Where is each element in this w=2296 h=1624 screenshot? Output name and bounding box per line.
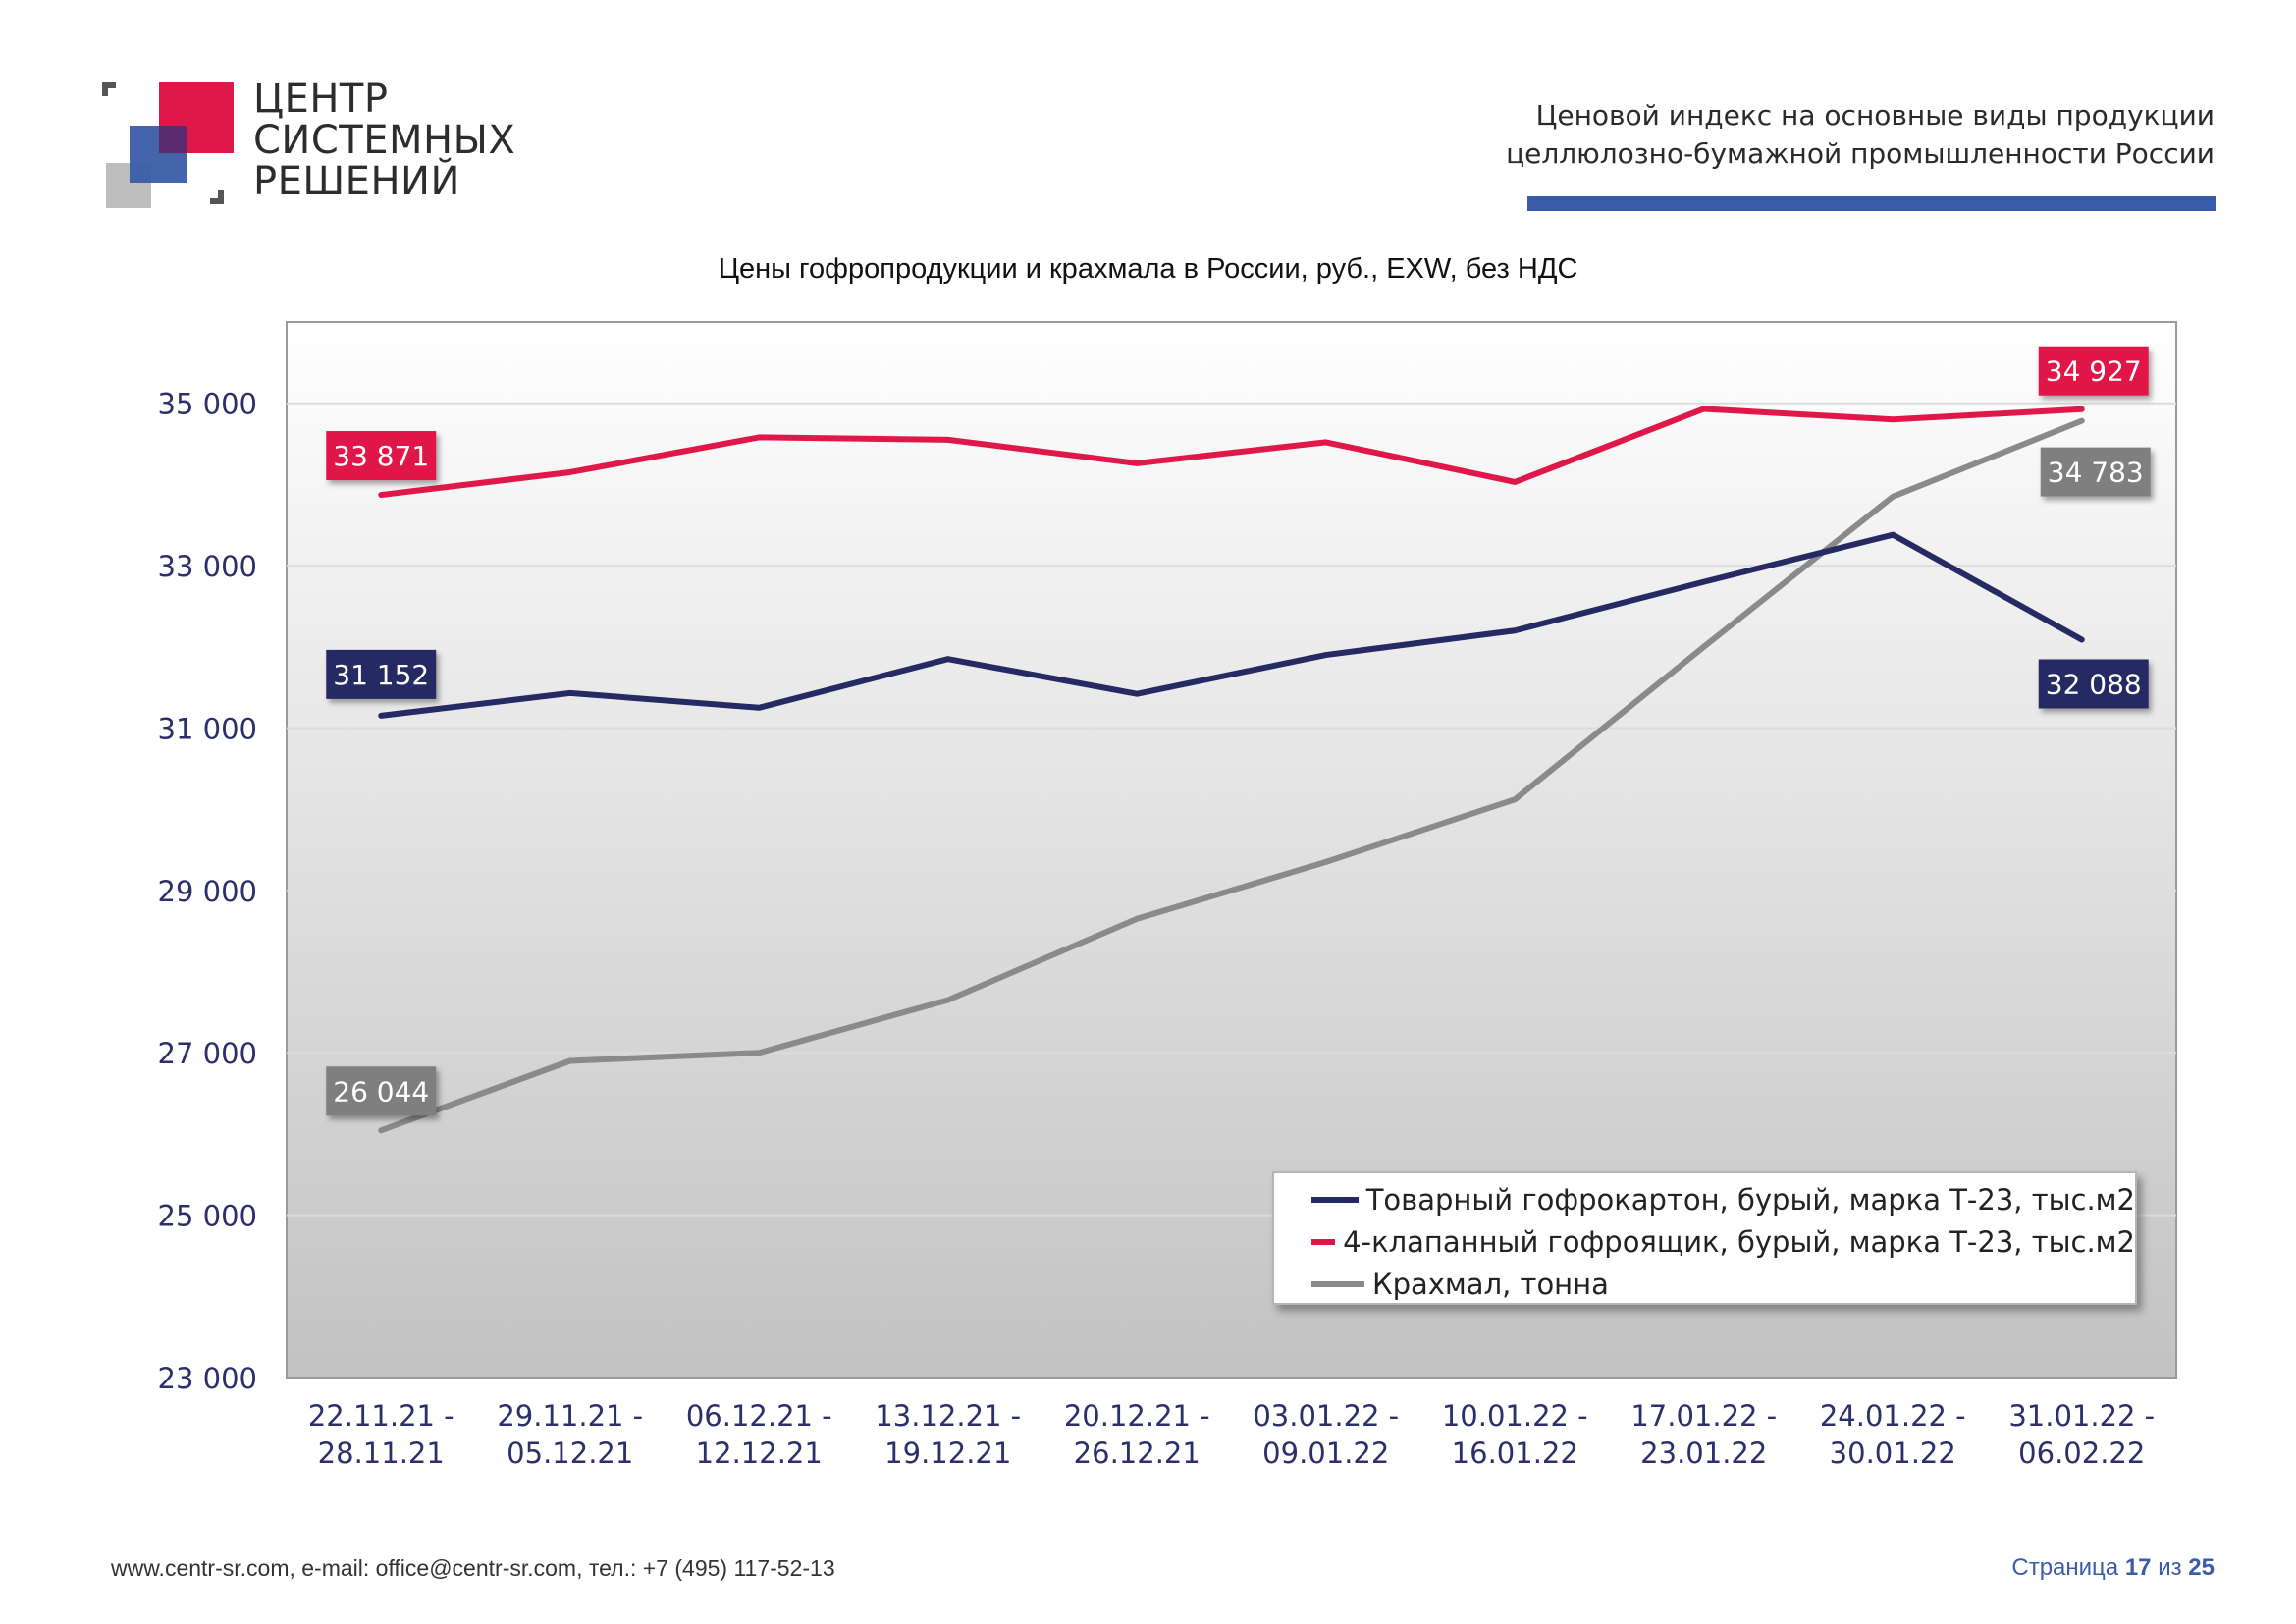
legend-item-starch: Крахмал, тонна [1274,1263,2135,1305]
series-line-corrugated-box [378,406,2085,499]
data-label-text: 31 152 [333,659,429,691]
x-tick-label: 13.12.21 - [875,1399,1021,1433]
y-tick-label: 35 000 [158,388,257,421]
x-tick-label: 29.11.21 - [497,1399,643,1433]
y-tick-label: 25 000 [158,1200,257,1233]
data-labels: 31 152 33 871 26 044 32 088 34 927 34 783 [326,346,2151,1116]
page-prefix: Страница [2011,1554,2119,1581]
logo-line-1: ЦЕНТР [253,77,389,122]
x-tick-label: 06.12.21 - [686,1399,832,1433]
logo-line-3: РЕШЕНИЙ [253,159,460,204]
report-header: Ценовой индекс на основные виды продукци… [1506,96,2215,173]
logo-mark-icon [102,82,234,208]
x-tick-label: 22.11.21 - [308,1399,454,1433]
data-label-text: 34 927 [2046,355,2142,388]
x-tick-label: 17.01.22 - [1630,1399,1777,1433]
y-axis: 23 000 25 000 27 000 29 000 31 000 33 000 35 0… [158,388,257,1395]
data-label-box [326,1066,437,1116]
data-label-box [2040,447,2151,497]
data-label-box [2038,659,2149,709]
x-tick-label: 23.01.22 [1640,1436,1767,1470]
x-tick-label: 28.11.21 [318,1436,445,1470]
data-label-last-corrugated-board: 32 088 [2038,659,2149,709]
x-tick-label: 20.12.21 - [1064,1399,1210,1433]
report-header-line-1: Ценовой индекс на основные виды продукци… [1535,99,2215,132]
x-tick-label: 06.02.22 [2018,1436,2145,1470]
company-logo: ЦЕНТР СИСТЕМНЫХ РЕШЕНИЙ [102,79,515,216]
legend-swatch-red [1311,1238,1336,1245]
header-accent-bar [1527,196,2216,211]
data-label-first-corrugated-board: 31 152 [326,649,437,699]
x-tick-label: 09.01.22 [1262,1436,1389,1470]
y-tick-label: 29 000 [158,875,257,908]
chart-title: Цены гофропродукции и крахмала в России,… [718,253,1578,285]
legend-item-corrugated-board: Товарный гофрокартон, бурый, марка Т-23,… [1274,1178,2135,1220]
page-sep: из [2158,1554,2182,1581]
x-tick-label: 12.12.21 [696,1436,823,1470]
legend-label: Крахмал, тонна [1372,1267,1609,1301]
legend-swatch-navy [1311,1196,1359,1203]
page-current: 17 [2124,1554,2152,1581]
x-tick-label: 16.01.22 [1452,1436,1578,1470]
x-tick-label: 31.01.22 - [2008,1399,2155,1433]
series-line-starch [378,417,2085,1134]
series-line-corrugated-board [378,531,2085,719]
data-label-last-starch: 34 783 [2040,447,2151,497]
x-tick-label: 24.01.22 - [1820,1399,1966,1433]
logo-line-2: СИСТЕМНЫХ [253,118,516,163]
data-label-box [2038,346,2149,396]
data-label-text: 33 871 [333,440,429,472]
report-header-line-2: целлюлозно-бумажной промышленности Росси… [1506,137,2215,170]
y-tick-label: 33 000 [158,550,257,583]
x-tick-label: 10.01.22 - [1442,1399,1588,1433]
x-axis: 22.11.21 -28.11.21 29.11.21 -05.12.21 06.1… [308,1399,2155,1470]
y-tick-label: 27 000 [158,1037,257,1070]
data-label-box [326,649,437,699]
page-indicator: Страница 17 из 25 [2011,1554,2215,1582]
gridlines [287,402,2176,1217]
legend-label: Товарный гофрокартон, бурый, марка Т-23,… [1365,1182,2135,1217]
x-tick-label: 30.01.22 [1830,1436,1956,1470]
data-label-text: 34 783 [2048,457,2144,489]
x-tick-label: 19.12.21 [884,1436,1011,1470]
page-total: 25 [2188,1554,2215,1581]
data-label-first-corrugated-box: 33 871 [326,431,437,481]
x-tick-label: 03.01.22 - [1253,1399,1399,1433]
legend-item-corrugated-box: 4-клапанный гофроящик, бурый, марка Т-23… [1274,1220,2135,1263]
data-label-last-corrugated-box: 34 927 [2038,346,2149,396]
legend-swatch-gray [1311,1280,1364,1287]
chart-legend: Товарный гофрокартон, бурый, марка Т-23,… [1272,1171,2137,1305]
data-label-text: 32 088 [2046,668,2142,700]
data-label-box [326,431,437,481]
legend-label: 4-клапанный гофроящик, бурый, марка Т-23… [1343,1224,2135,1259]
y-tick-label: 31 000 [158,712,257,745]
footer-contacts: www.centr-sr.com, e-mail: office@centr-s… [111,1555,835,1581]
logo-text: ЦЕНТР СИСТЕМНЫХ РЕШЕНИЙ [253,79,515,202]
y-tick-label: 23 000 [158,1362,257,1395]
data-label-text: 26 044 [333,1075,429,1108]
x-tick-label: 26.12.21 [1074,1436,1201,1470]
data-label-first-starch: 26 044 [326,1066,437,1116]
x-tick-label: 05.12.21 [507,1436,633,1470]
series-lines [378,406,2085,1134]
